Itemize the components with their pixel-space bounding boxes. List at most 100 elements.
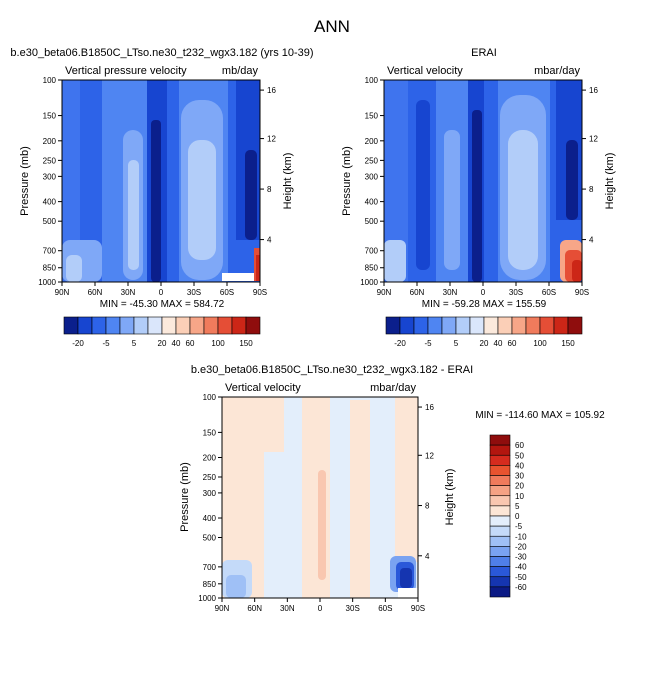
colorbar-label: 60 xyxy=(186,339,195,348)
colorbar-swatch xyxy=(189,316,205,335)
colorbar-swatch xyxy=(427,316,443,335)
y-right-tick-label: 12 xyxy=(425,451,434,460)
y-tick-label: 850 xyxy=(203,580,217,589)
y-tick-label: 500 xyxy=(365,217,379,226)
colorbar-swatch xyxy=(489,586,511,598)
colorbar-label: -20 xyxy=(515,542,527,551)
x-tick-label: 60S xyxy=(378,604,392,613)
y-tick-label: 100 xyxy=(203,393,217,402)
colorbar-swatch xyxy=(455,316,471,335)
colorbar-swatch xyxy=(91,316,107,335)
contour-field xyxy=(222,397,418,598)
colorbar-swatch xyxy=(203,316,219,335)
colorbar-swatch xyxy=(161,316,177,335)
y-right-ticks: 16 12 8 4 xyxy=(582,86,598,245)
y-tick-label: 250 xyxy=(365,156,379,165)
colorbar-swatch xyxy=(489,576,511,588)
colorbar-swatch xyxy=(441,316,457,335)
y-right-tick-label: 16 xyxy=(267,86,276,95)
y-tick-label: 150 xyxy=(203,428,217,437)
y-tick-label: 700 xyxy=(203,563,217,572)
y-tick-label: 150 xyxy=(365,112,379,121)
colorbar-label: 50 xyxy=(515,451,524,460)
panel-left-label: Vertical pressure velocity xyxy=(65,65,187,77)
colorbar-swatch xyxy=(245,316,261,335)
colorbar-label: 40 xyxy=(494,339,503,348)
colorbar-swatch xyxy=(489,556,511,567)
colorbar-swatch xyxy=(483,316,499,335)
x-tick-label: 60N xyxy=(410,288,425,297)
y-tick-label: 100 xyxy=(365,76,379,85)
panel-left-label: Vertical velocity xyxy=(387,65,463,77)
colorbar-swatch xyxy=(525,316,541,335)
colorbar-swatch xyxy=(489,515,511,527)
colorbar-label: 30 xyxy=(515,472,524,481)
y-tick-label: 700 xyxy=(43,247,57,256)
y-right-tick-label: 4 xyxy=(267,236,272,245)
colorbar-label: -5 xyxy=(515,522,523,531)
x-tick-label: 90S xyxy=(575,288,589,297)
x-tick-label: 60N xyxy=(247,604,262,613)
y-tick-label: 200 xyxy=(365,137,379,146)
colorbar-swatch xyxy=(175,316,191,335)
colorbar-swatch xyxy=(63,316,79,335)
x-tick-label: 60S xyxy=(220,288,234,297)
y-tick-label: 250 xyxy=(203,473,217,482)
axis-ylabel: Pressure (mb) xyxy=(341,146,353,216)
axis-ylabel: Pressure (mb) xyxy=(179,462,191,532)
x-tick-label: 60N xyxy=(88,288,103,297)
y-ticks: 100 150 200 250 300 400 500 700 850 1000 xyxy=(360,76,384,287)
colorbar-label: -50 xyxy=(515,573,527,582)
x-tick-label: 90N xyxy=(215,604,230,613)
colorbar-swatch xyxy=(489,434,511,446)
x-tick-label: 90S xyxy=(253,288,267,297)
colorbar-swatch xyxy=(489,535,511,547)
y-right-tick-label: 8 xyxy=(589,185,594,194)
y-tick-label: 400 xyxy=(365,198,379,207)
y-tick-label: 300 xyxy=(365,172,379,181)
colorbar-swatch xyxy=(489,495,511,507)
x-tick-label: 90N xyxy=(55,288,70,297)
panel-stats: MIN = -45.30 MAX = 584.72 xyxy=(100,299,225,310)
colorbar-swatch xyxy=(147,316,163,335)
y-tick-label: 100 xyxy=(43,76,57,85)
panel-erai: ERAI Vertical velocity mbar/day Pressure… xyxy=(341,47,616,348)
colorbar-label: 100 xyxy=(211,339,225,348)
panel-stats: MIN = -59.28 MAX = 155.59 xyxy=(422,299,547,310)
x-tick-label: 30N xyxy=(121,288,136,297)
colorbar-swatch xyxy=(105,316,121,335)
colorbar-label: 10 xyxy=(515,492,524,501)
colorbar-label: 60 xyxy=(515,441,524,450)
panel-model: b.e30_beta06.B1850C_LTso.ne30_t232_wgx3.… xyxy=(10,47,313,348)
panel-right-label: mbar/day xyxy=(370,382,416,394)
colorbar-label: -20 xyxy=(394,339,406,348)
y-tick-label: 250 xyxy=(43,156,57,165)
colorbar-swatch xyxy=(553,316,569,335)
y-tick-label: 850 xyxy=(43,264,57,273)
y-tick-label: 150 xyxy=(43,112,57,121)
y-right-tick-label: 4 xyxy=(425,552,430,561)
y-tick-label: 300 xyxy=(43,172,57,181)
colorbar-label: 5 xyxy=(132,339,137,348)
y-tick-label: 500 xyxy=(43,217,57,226)
x-ticks: 90N 60N 30N 0 30S 60S 90S xyxy=(55,282,267,297)
colorbar-swatch xyxy=(77,316,93,335)
panel-difference: b.e30_beta06.B1850C_LTso.ne30_t232_wgx3.… xyxy=(179,364,605,613)
x-tick-label: 0 xyxy=(318,604,323,613)
panel-title: b.e30_beta06.B1850C_LTso.ne30_t232_wgx3.… xyxy=(10,47,313,59)
colorbar-label: 20 xyxy=(480,339,489,348)
colorbar-swatch xyxy=(539,316,555,335)
y-ticks: 100 150 200 250 300 400 500 700 850 1000 xyxy=(38,76,62,287)
x-ticks: 90N 60N 30N 0 30S 60S 90S xyxy=(377,282,589,297)
colorbar-swatch xyxy=(489,546,511,557)
colorbar-label: 150 xyxy=(561,339,575,348)
colorbar-label: -20 xyxy=(72,339,84,348)
colorbar-swatch xyxy=(497,316,513,335)
x-tick-label: 60S xyxy=(542,288,556,297)
x-tick-label: 30S xyxy=(509,288,523,297)
colorbar-label: 20 xyxy=(515,482,524,491)
y-tick-label: 700 xyxy=(365,247,379,256)
contour-field xyxy=(384,80,582,282)
y-tick-label: 400 xyxy=(43,198,57,207)
